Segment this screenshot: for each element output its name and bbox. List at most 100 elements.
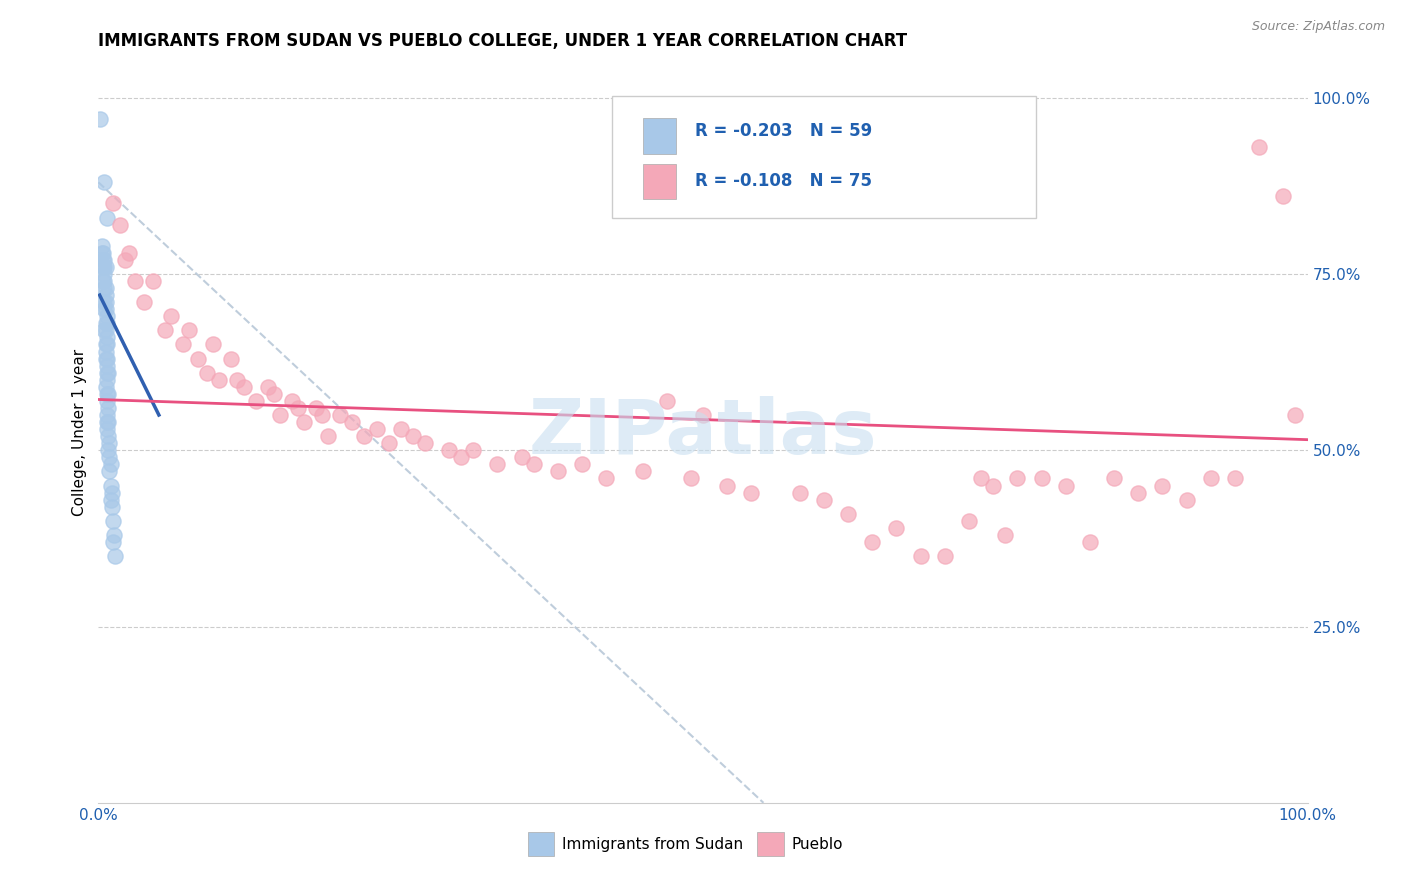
Point: [160, 310, 183, 324]
Point: [1199, 471, 1222, 485]
Point: [96, 393, 118, 408]
Point: [96, 387, 118, 401]
Point: [221, 351, 243, 366]
Point: [631, 464, 654, 478]
Point: [124, 274, 146, 288]
Point: [93, 302, 115, 317]
Point: [91, 252, 114, 267]
Point: [305, 401, 328, 415]
Point: [96, 310, 118, 324]
Point: [94, 288, 117, 302]
Point: [114, 252, 136, 267]
Point: [97, 366, 120, 380]
Point: [245, 393, 267, 408]
Y-axis label: College, Under 1 year: College, Under 1 year: [72, 349, 87, 516]
Point: [316, 429, 339, 443]
Point: [329, 408, 352, 422]
Point: [1284, 408, 1306, 422]
Point: [98, 436, 121, 450]
Point: [692, 408, 714, 422]
Text: Immigrants from Sudan: Immigrants from Sudan: [561, 837, 742, 852]
Point: [910, 549, 932, 563]
Point: [94, 295, 117, 310]
Point: [94, 260, 117, 274]
Point: [957, 514, 980, 528]
Point: [571, 458, 593, 472]
Point: [1078, 535, 1101, 549]
Point: [94, 281, 117, 295]
Point: [437, 443, 460, 458]
Point: [94, 351, 117, 366]
Point: [98, 464, 121, 478]
FancyBboxPatch shape: [643, 118, 676, 153]
Point: [108, 218, 131, 232]
Point: [208, 373, 231, 387]
Point: [413, 436, 436, 450]
FancyBboxPatch shape: [758, 832, 785, 856]
Point: [93, 274, 115, 288]
Point: [93, 267, 115, 281]
FancyBboxPatch shape: [643, 164, 676, 200]
Point: [96, 408, 118, 422]
Point: [981, 478, 1004, 492]
Point: [103, 528, 125, 542]
Point: [934, 549, 956, 563]
Point: [96, 373, 118, 387]
Point: [377, 436, 399, 450]
Point: [93, 281, 115, 295]
Point: [486, 458, 509, 472]
Point: [96, 351, 118, 366]
Point: [94, 302, 117, 317]
Point: [96, 316, 118, 330]
Point: [1031, 471, 1053, 485]
Point: [389, 422, 412, 436]
Point: [97, 443, 120, 458]
Point: [91, 245, 114, 260]
Point: [94, 323, 117, 337]
Point: [281, 393, 304, 408]
Point: [101, 535, 124, 549]
Point: [263, 387, 285, 401]
Point: [153, 323, 176, 337]
Point: [1249, 140, 1271, 154]
Point: [104, 549, 127, 563]
Point: [100, 478, 122, 492]
Point: [679, 471, 702, 485]
Point: [202, 337, 225, 351]
Point: [226, 373, 249, 387]
Point: [716, 478, 738, 492]
Point: [342, 415, 364, 429]
Point: [134, 295, 156, 310]
Point: [740, 485, 762, 500]
Point: [195, 366, 218, 380]
Point: [94, 337, 117, 351]
Point: [256, 380, 278, 394]
Point: [1175, 492, 1198, 507]
Point: [292, 415, 315, 429]
Point: [97, 401, 120, 415]
Point: [1102, 471, 1125, 485]
Point: [93, 252, 115, 267]
Point: [96, 211, 118, 225]
Point: [595, 471, 617, 485]
Point: [510, 450, 533, 465]
Point: [172, 337, 194, 351]
Point: [1128, 485, 1150, 500]
Point: [91, 239, 114, 253]
Point: [101, 196, 124, 211]
Point: [789, 485, 811, 500]
Text: R = -0.203   N = 59: R = -0.203 N = 59: [695, 122, 872, 140]
Text: Source: ZipAtlas.com: Source: ZipAtlas.com: [1251, 20, 1385, 33]
Point: [100, 500, 122, 514]
Point: [402, 429, 425, 443]
Point: [96, 359, 118, 373]
Point: [91, 245, 114, 260]
Point: [91, 274, 114, 288]
Point: [1272, 189, 1295, 203]
Point: [1007, 471, 1029, 485]
Point: [1152, 478, 1174, 492]
Point: [100, 492, 122, 507]
Point: [101, 514, 124, 528]
Point: [96, 366, 118, 380]
Point: [994, 528, 1017, 542]
